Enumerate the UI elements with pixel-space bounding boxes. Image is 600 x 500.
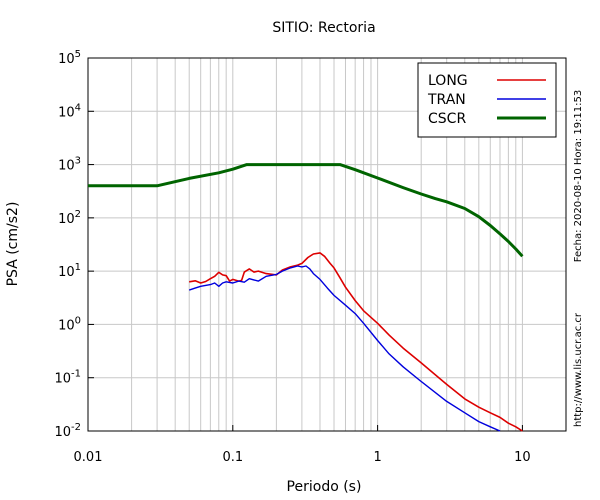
y-tick-label: 105	[58, 49, 81, 67]
legend-label-tran: TRAN	[427, 92, 466, 108]
x-tick-label: 1	[373, 450, 381, 465]
series-group	[88, 163, 524, 432]
axis-ticks: 0.01 0.1 1 10 10-2 10-1 100 101 102 103 104 105	[54, 49, 530, 465]
series-line-cscr	[88, 163, 524, 258]
y-tick-label: 100	[58, 315, 81, 333]
y-tick-label: 102	[58, 209, 81, 227]
series-line-tran	[188, 265, 501, 432]
x-tick-label: 0.01	[74, 450, 103, 465]
y-tick-label: 101	[58, 262, 81, 280]
y-tick-label: 10-1	[54, 369, 81, 387]
plot-frame	[87, 57, 567, 432]
y-tick-label: 10-2	[54, 422, 81, 440]
date-time-text: Fecha: 2020-08-10 Hora: 19:11:53	[573, 90, 584, 263]
x-tick-label: 10	[514, 450, 531, 465]
y-tick-label: 103	[58, 156, 81, 174]
y-axis-label: PSA (cm/s2)	[5, 202, 21, 287]
series-line-long	[189, 252, 523, 432]
chart-title: SITIO: Rectoria	[272, 20, 375, 36]
x-tick-label: 0.1	[222, 450, 243, 465]
legend-label-long: LONG	[428, 73, 468, 89]
legend-label-cscr: CSCR	[428, 111, 466, 127]
y-tick-label: 104	[58, 102, 81, 120]
legend: LONG TRAN CSCR	[417, 62, 557, 138]
x-axis-label: Periodo (s)	[287, 479, 362, 495]
source-url-text: http://www.lis.ucr.ac.cr	[573, 312, 584, 427]
legend-box	[417, 62, 557, 138]
